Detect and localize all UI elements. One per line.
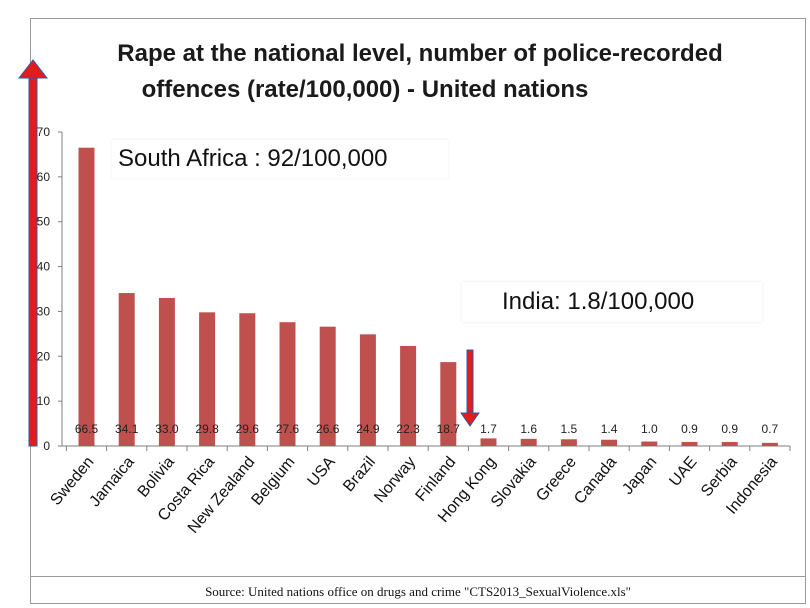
source-divider [30, 576, 806, 577]
data-label: 66.5 [75, 422, 99, 436]
india-callout: India: 1.8/100,000 [462, 282, 762, 322]
data-label: 1.4 [601, 422, 618, 436]
data-label: 27.6 [276, 422, 300, 436]
y-tick-label: 10 [37, 394, 51, 408]
chart-title-line-2: offences (rate/100,000) - United nations [141, 76, 589, 103]
data-label: 26.6 [316, 422, 340, 436]
bar-costa-rica [199, 312, 216, 446]
bar-sweden [78, 147, 95, 446]
bar-slovakia [520, 438, 537, 446]
bar-serbia [721, 441, 738, 446]
x-tick-label: Brazil [340, 454, 379, 496]
data-label: 18.7 [437, 422, 461, 436]
data-label: 1.7 [480, 422, 497, 436]
bar-jamaica [118, 293, 135, 446]
up-arrow-shaft [28, 75, 38, 447]
chart-title-line-1: Rape at the national level, number of po… [117, 40, 723, 67]
data-label: 33.0 [155, 422, 179, 436]
data-label: 24.9 [356, 422, 380, 436]
bar-norway [400, 345, 417, 446]
x-tick-label: Japan [619, 454, 660, 498]
bar-usa [319, 326, 336, 446]
y-tick-label: 30 [37, 304, 51, 318]
bar-canada [601, 439, 618, 446]
bar-finland [440, 362, 457, 446]
bar-hong-kong [480, 438, 497, 446]
y-tick-label: 50 [37, 215, 51, 229]
bar-bolivia [158, 297, 175, 446]
bar-uae [681, 441, 698, 446]
data-label: 34.1 [115, 422, 139, 436]
data-label: 29.6 [236, 422, 260, 436]
south-africa-callout: South Africa : 92/100,000 [112, 140, 448, 178]
data-label: 1.5 [561, 422, 578, 436]
bar-brazil [359, 334, 376, 446]
bar-new-zealand [239, 313, 256, 446]
y-tick-label: 0 [43, 439, 50, 453]
data-label: 29.8 [195, 422, 219, 436]
bar-indonesia [761, 442, 778, 446]
data-label: 0.7 [762, 422, 779, 436]
source-note: Source: United nations office on drugs a… [205, 584, 631, 599]
data-label: 22.3 [396, 422, 420, 436]
x-tick-label: Belgium [248, 454, 298, 509]
x-tick-label: Norway [371, 454, 419, 506]
chart-title: Rape at the national level, number of po… [60, 36, 780, 108]
y-tick-label: 70 [37, 125, 51, 139]
data-label: 0.9 [681, 422, 698, 436]
down-arrow-shaft [466, 349, 474, 415]
data-label: 0.9 [721, 422, 738, 436]
y-tick-label: 20 [37, 349, 51, 363]
x-tick-label: Canada [571, 454, 620, 508]
up-arrow-head [17, 59, 49, 79]
y-tick-label: 60 [37, 170, 51, 184]
bar-greece [560, 439, 577, 446]
bar-japan [641, 441, 658, 446]
y-tick-label: 40 [37, 260, 51, 274]
bar-belgium [279, 322, 296, 446]
x-tick-label: USA [305, 453, 339, 489]
data-label: 1.0 [641, 422, 658, 436]
data-label: 1.6 [520, 422, 537, 436]
down-arrow-head [460, 412, 480, 427]
x-tick-label: UAE [666, 454, 700, 490]
